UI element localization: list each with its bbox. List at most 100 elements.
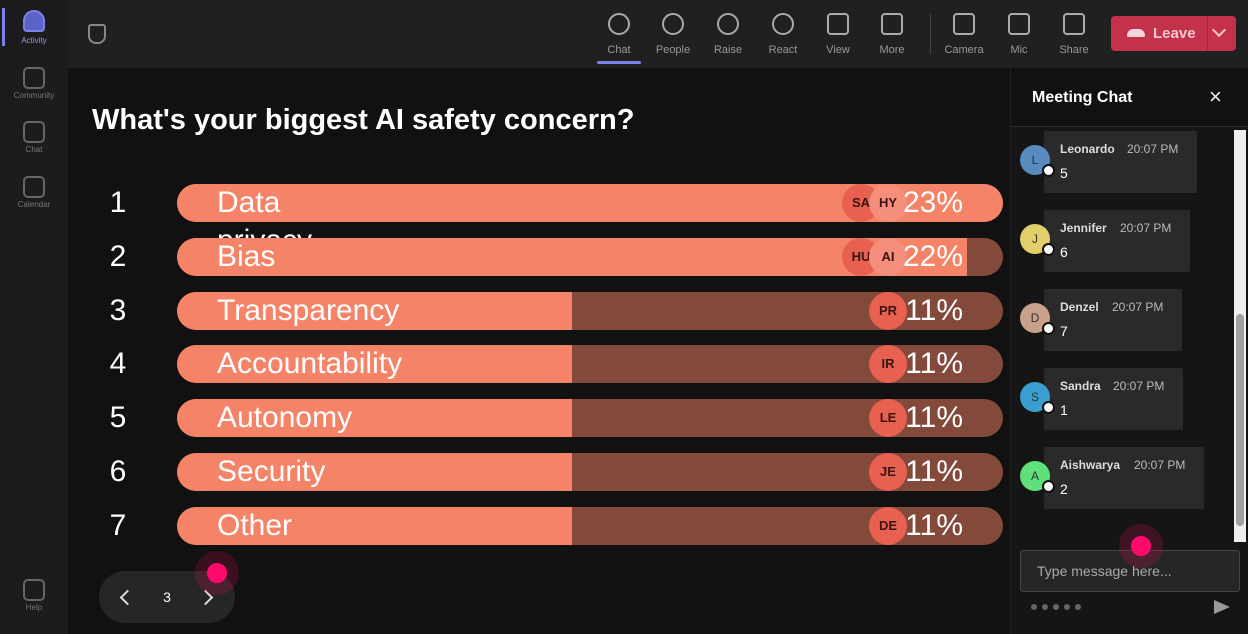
- close-button[interactable]: ×: [1209, 84, 1222, 109]
- toolbar-icon[interactable]: [1008, 13, 1030, 35]
- toolbar-icon[interactable]: [662, 13, 684, 35]
- message: Denzel 20:07 PM 7: [1044, 289, 1182, 351]
- next-button[interactable]: [197, 589, 214, 606]
- toolbar-label: Camera: [944, 44, 984, 56]
- pointer: [1131, 536, 1151, 556]
- sidebar-icon[interactable]: [23, 10, 45, 32]
- voter-badge: IR: [869, 345, 907, 384]
- scroll-thumb[interactable]: [1236, 314, 1244, 526]
- voter-badge: DE: [869, 506, 907, 545]
- message-time: 20:07 PM: [1113, 379, 1165, 393]
- option-percent: 11%: [905, 401, 963, 435]
- voter-badge: JE: [869, 453, 907, 491]
- voter-badge: LE: [869, 399, 907, 438]
- message: Leonardo 20:07 PM 5: [1044, 131, 1197, 193]
- sidebar-label: Chat: [25, 145, 43, 154]
- option-bar[interactable]: [177, 399, 1003, 438]
- message-text: 2: [1060, 481, 1068, 497]
- toolbar-label: More: [879, 44, 905, 56]
- status-dot: [1042, 243, 1055, 256]
- prev-button[interactable]: [119, 589, 136, 606]
- leave-button[interactable]: Leave: [1111, 16, 1236, 51]
- separator: [930, 14, 931, 54]
- sidebar-icon[interactable]: [23, 67, 45, 89]
- sidebar-label: Calendar: [17, 200, 51, 209]
- message-time: 20:07 PM: [1127, 142, 1179, 156]
- toolbar-icon[interactable]: [953, 13, 975, 35]
- chat-header: Meeting Chat ×: [1011, 68, 1248, 127]
- option-percent: 22%: [902, 239, 963, 273]
- dropdown-icon[interactable]: [1211, 22, 1227, 38]
- active-indicator: [2, 8, 5, 46]
- status-dot: [1042, 164, 1055, 177]
- message: Jennifer 20:07 PM 6: [1044, 210, 1190, 272]
- pointer: [207, 563, 227, 583]
- toolbar-icon[interactable]: [1063, 13, 1085, 35]
- voter-badge: PR: [869, 291, 907, 330]
- sidebar-icon[interactable]: [23, 121, 45, 143]
- option-label: Autonomy: [217, 401, 353, 435]
- sidebar-label: Activity: [21, 36, 47, 45]
- sidebar-icon[interactable]: [23, 579, 45, 601]
- sidebar-label: Community: [13, 91, 55, 100]
- message-text: 6: [1060, 244, 1068, 260]
- sidebar-label: Help: [25, 603, 43, 612]
- option-label: Security: [217, 455, 326, 488]
- option-rank: 2: [109, 239, 127, 273]
- option-label: Bias: [217, 239, 276, 273]
- message-time: 20:07 PM: [1134, 458, 1186, 472]
- toolbar-icon[interactable]: [608, 13, 630, 35]
- status-dot: [1042, 480, 1055, 493]
- message-text: 1: [1060, 402, 1068, 418]
- pager: 3: [99, 571, 235, 623]
- option-fill: [177, 453, 573, 491]
- toolbar-label: Mic: [1010, 44, 1028, 56]
- page-number: 3: [163, 589, 171, 605]
- toolbar-label: Chat: [607, 44, 631, 56]
- option-rank: 1: [109, 186, 127, 219]
- toolbar-icon[interactable]: [827, 13, 849, 35]
- input-placeholder: Type message here...: [1037, 563, 1172, 579]
- voter-badge: HY: [869, 184, 907, 222]
- send-button[interactable]: [1214, 600, 1230, 614]
- format-icons[interactable]: [1031, 604, 1081, 616]
- toolbar-icon[interactable]: [772, 13, 794, 35]
- toolbar-icon[interactable]: [881, 13, 903, 35]
- sender-name: Denzel: [1060, 300, 1099, 314]
- option-bar[interactable]: [177, 506, 1003, 545]
- option-fill: [177, 237, 968, 276]
- option-fill: [177, 506, 573, 545]
- poll-question: What's your biggest AI safety concern?: [92, 104, 635, 136]
- toolbar-label: Raise: [713, 44, 743, 56]
- voter-badge: AI: [869, 237, 907, 276]
- option-label: Other: [217, 508, 293, 542]
- leave-label: Leave: [1153, 25, 1196, 42]
- option-bar[interactable]: [177, 291, 1003, 330]
- toolbar-label: Share: [1059, 44, 1089, 56]
- sidebar-icon[interactable]: [23, 176, 45, 198]
- sender-name: Jennifer: [1060, 221, 1107, 235]
- message: Sandra 20:07 PM 1: [1044, 368, 1183, 430]
- option-percent: 11%: [905, 508, 963, 542]
- option-bar[interactable]: [177, 453, 1003, 491]
- option-rank: 6: [109, 455, 127, 488]
- option-bar[interactable]: [177, 345, 1003, 384]
- toolbar-label: React: [768, 44, 798, 56]
- toolbar-label: View: [826, 44, 850, 56]
- sender-name: Sandra: [1060, 379, 1101, 393]
- toolbar-icon[interactable]: [717, 13, 739, 35]
- option-fill: [177, 291, 573, 330]
- scrollbar[interactable]: [1234, 130, 1246, 542]
- toolbar-label: People: [655, 44, 691, 56]
- message-input[interactable]: Type message here...: [1020, 550, 1240, 592]
- shield-icon: [88, 24, 106, 44]
- chat-title: Meeting Chat: [1032, 89, 1133, 106]
- option-label: Transparency: [217, 293, 400, 327]
- option-rank: 3: [109, 293, 127, 327]
- chat-panel: Meeting Chat × Leonardo 20:07 PM 5 L Jennife…: [1010, 68, 1248, 634]
- message-text: 5: [1060, 165, 1068, 181]
- option-rank: 5: [109, 401, 127, 435]
- option-percent: 11%: [905, 347, 963, 381]
- option-rank: 4: [109, 347, 127, 381]
